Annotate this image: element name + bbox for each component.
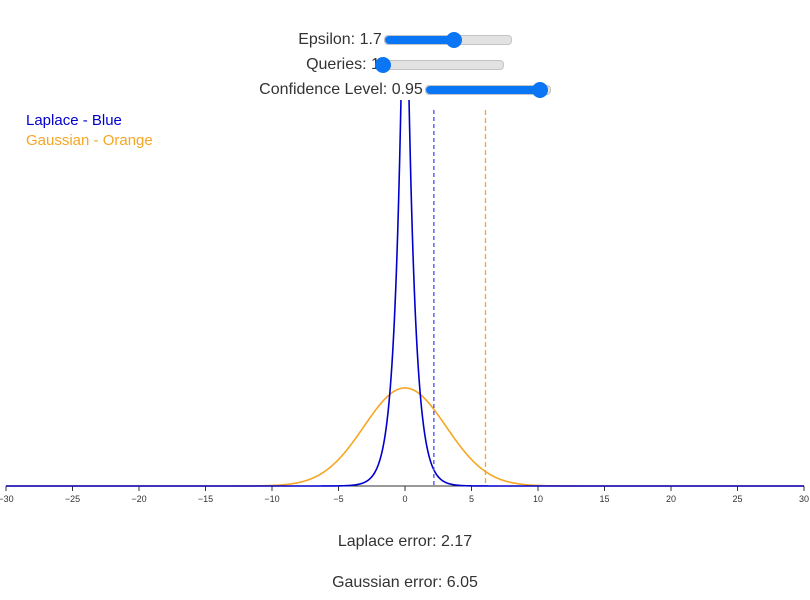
epsilon-label-text: Epsilon: <box>298 31 360 48</box>
queries-slider-thumb[interactable] <box>374 57 391 73</box>
x-tick-label: 25 <box>732 494 742 504</box>
epsilon-slider[interactable] <box>383 32 512 48</box>
x-tick-label: −15 <box>198 494 213 504</box>
legend-gaussian: Gaussian - Orange <box>26 132 153 149</box>
x-tick-label: −30 <box>0 494 14 504</box>
confidence-value: 0.95 <box>391 81 423 98</box>
queries-label-text: Queries: <box>306 56 371 73</box>
confidence-label-text: Confidence Level: <box>259 81 392 98</box>
epsilon-slider-thumb[interactable] <box>446 32 463 48</box>
x-tick-label: 15 <box>599 494 609 504</box>
epsilon-value: 1.7 <box>359 31 382 48</box>
confidence-control: Confidence Level: 0.95 <box>0 78 810 102</box>
legend-laplace: Laplace - Blue <box>26 112 122 129</box>
gaussian-curve <box>6 387 804 487</box>
x-tick-label: 5 <box>469 494 474 504</box>
queries-control: Queries: 1 <box>0 53 810 77</box>
confidence-slider-fill <box>425 86 540 94</box>
confidence-slider-thumb[interactable] <box>531 82 548 98</box>
x-tick-label: −25 <box>65 494 80 504</box>
laplace-error-text: Laplace error: 2.17 <box>337 533 473 550</box>
confidence-label: Confidence Level: 0.95 <box>259 81 423 99</box>
gaussian-error-text: Gaussian error: 6.05 <box>332 574 478 591</box>
x-tick-label: −10 <box>264 494 279 504</box>
laplace-curve <box>6 100 804 487</box>
x-tick-label: −20 <box>131 494 146 504</box>
x-tick-label: 0 <box>402 494 407 504</box>
queries-slider[interactable] <box>374 57 504 73</box>
x-tick-label: −5 <box>333 494 343 504</box>
epsilon-control: Epsilon: 1.7 <box>0 28 810 52</box>
x-tick-label: 20 <box>666 494 676 504</box>
x-tick-label: 10 <box>533 494 543 504</box>
x-tick-label: 30 <box>799 494 809 504</box>
epsilon-label: Epsilon: 1.7 <box>298 31 382 49</box>
confidence-slider[interactable] <box>424 82 551 98</box>
epsilon-slider-fill <box>384 36 455 44</box>
